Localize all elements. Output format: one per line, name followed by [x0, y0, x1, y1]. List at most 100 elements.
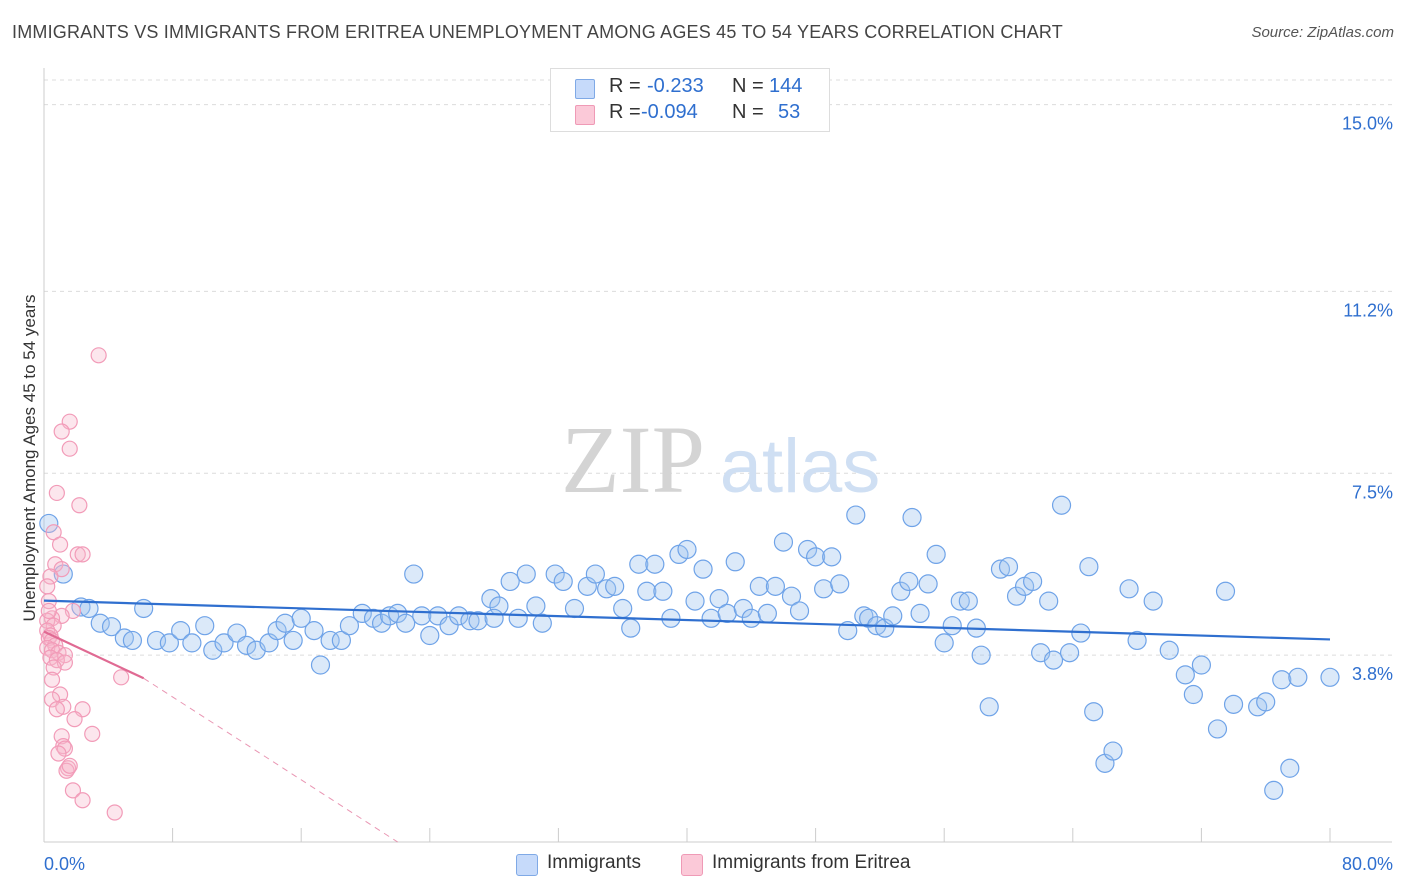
data-point-immigrants: [171, 621, 191, 641]
series-eritrea: [39, 347, 130, 821]
data-point-immigrants: [1079, 557, 1099, 577]
tick-labels: 3.8% 7.5% 11.2% 15.0% 0.0% 80.0%: [44, 114, 1393, 874]
data-point-immigrants: [653, 581, 673, 601]
data-point-immigrants: [1043, 650, 1064, 670]
data-point-immigrants: [1207, 719, 1228, 739]
data-point-immigrants: [275, 613, 295, 633]
data-point-immigrants: [481, 589, 501, 609]
data-point-immigrants: [789, 601, 810, 621]
data-point-immigrants: [122, 630, 143, 651]
data-point-immigrants: [304, 621, 324, 641]
data-point-immigrants: [709, 589, 729, 609]
data-point-eritrea: [61, 440, 78, 457]
data-point-immigrants: [236, 635, 257, 655]
r-value-immigrants: -0.233: [647, 75, 704, 97]
data-point-immigrants: [371, 613, 392, 633]
n-label: N =: [732, 101, 764, 123]
data-point-immigrants: [1272, 670, 1292, 690]
data-point-immigrants: [1280, 758, 1300, 778]
data-point-eritrea: [43, 691, 61, 708]
data-point-eritrea: [60, 760, 77, 777]
source-label: Source: ZipAtlas.com: [1251, 24, 1394, 41]
data-point-eritrea: [90, 347, 107, 364]
data-point-eritrea: [55, 698, 72, 715]
data-point-immigrants: [532, 613, 552, 633]
data-point-eritrea: [61, 757, 78, 774]
x-tick-label-max: 80.0%: [1342, 854, 1393, 874]
data-point-immigrants: [822, 547, 842, 567]
data-point-immigrants: [1059, 643, 1080, 663]
data-point-immigrants: [396, 613, 416, 633]
data-point-immigrants: [1119, 579, 1139, 599]
data-point-immigrants: [412, 606, 432, 626]
data-point-immigrants: [1223, 694, 1244, 714]
data-point-immigrants: [1264, 780, 1284, 800]
data-point-immigrants: [267, 621, 287, 641]
data-point-immigrants: [460, 611, 480, 631]
data-point-immigrants: [1103, 741, 1123, 761]
data-point-immigrants: [597, 579, 617, 599]
data-point-eritrea: [69, 546, 86, 563]
data-point-immigrants: [950, 591, 970, 611]
data-point-immigrants: [388, 603, 408, 624]
data-point-immigrants: [990, 559, 1011, 579]
data-point-immigrants: [918, 574, 938, 594]
data-point-eritrea: [53, 561, 70, 578]
data-point-immigrants: [545, 564, 565, 584]
data-point-immigrants: [1183, 684, 1203, 705]
data-point-immigrants: [1051, 495, 1072, 515]
data-point-eritrea: [84, 725, 101, 742]
trend-line-eritrea: [43, 630, 145, 680]
legend-swatch-immigrants: [516, 854, 538, 876]
data-point-immigrants: [926, 544, 946, 565]
data-point-eritrea: [113, 669, 130, 686]
data-point-immigrants: [725, 552, 745, 572]
data-point-eritrea: [66, 710, 83, 728]
watermark: ZIP atlas: [561, 406, 880, 513]
data-point-immigrants: [902, 507, 922, 528]
data-point-immigrants: [1256, 692, 1276, 712]
y-tick-label: 15.0%: [1342, 114, 1393, 134]
grid: [44, 79, 1392, 656]
data-point-eritrea: [42, 568, 59, 585]
data-point-immigrants: [404, 564, 424, 584]
data-point-immigrants: [797, 539, 818, 560]
data-point-immigrants: [331, 630, 351, 651]
data-point-eritrea: [40, 602, 57, 620]
legend-label-eritrea: Immigrants from Eritrea: [712, 852, 911, 873]
data-point-immigrants: [1006, 586, 1027, 606]
data-point-immigrants: [585, 564, 605, 584]
data-point-immigrants: [998, 557, 1019, 577]
data-point-immigrants: [685, 591, 705, 611]
n-label: N =: [732, 75, 764, 97]
data-point-immigrants: [677, 539, 697, 560]
data-point-immigrants: [830, 574, 850, 594]
data-point-immigrants: [891, 581, 911, 601]
data-point-immigrants: [717, 603, 737, 624]
data-point-immigrants: [352, 603, 372, 624]
data-point-immigrants: [805, 547, 826, 567]
data-point-immigrants: [134, 598, 154, 619]
data-point-immigrants: [621, 618, 641, 638]
data-point-immigrants: [605, 576, 625, 596]
data-point-immigrants: [1320, 667, 1340, 687]
data-point-eritrea: [53, 728, 70, 745]
data-point-immigrants: [899, 571, 919, 592]
data-point-eritrea: [45, 659, 62, 676]
data-point-immigrants: [934, 633, 954, 653]
data-point-eritrea: [64, 782, 82, 799]
data-point-immigrants: [1159, 640, 1179, 660]
r-label: R =: [609, 101, 641, 123]
data-point-immigrants: [283, 630, 303, 651]
data-point-immigrants: [1215, 581, 1236, 601]
data-point-immigrants: [693, 559, 713, 579]
data-point-eritrea: [42, 649, 59, 666]
data-point-eritrea: [48, 701, 65, 718]
data-point-immigrants: [339, 616, 360, 636]
data-point-immigrants: [114, 628, 134, 648]
series-legend: Immigrants Immigrants from Eritrea: [0, 852, 1406, 878]
data-point-immigrants: [526, 596, 546, 616]
data-point-immigrants: [613, 598, 633, 619]
chart-title: IMMIGRANTS VS IMMIGRANTS FROM ERITREA UN…: [12, 22, 1063, 42]
